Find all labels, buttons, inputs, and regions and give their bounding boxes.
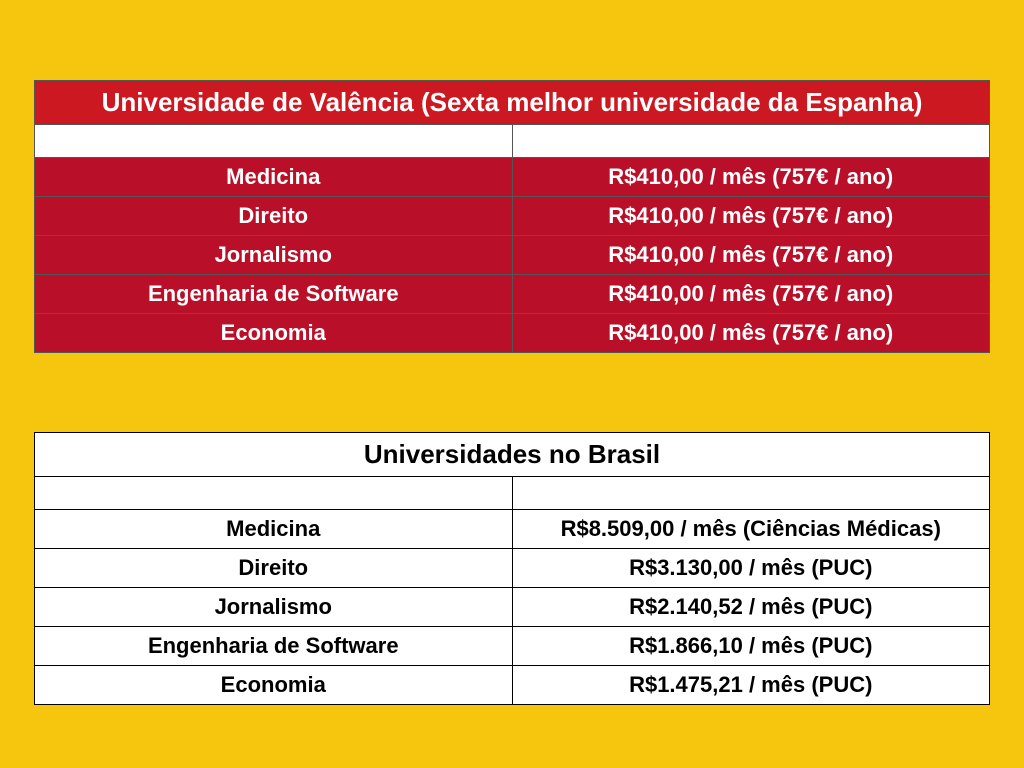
valencia-title: Universidade de Valência (Sexta melhor u…: [35, 81, 990, 125]
price-cell: R$410,00 / mês (757€ / ano): [512, 314, 990, 353]
valencia-table-wrap: Universidade de Valência (Sexta melhor u…: [34, 80, 990, 353]
table-row: Direito R$410,00 / mês (757€ / ano): [35, 197, 990, 236]
course-cell: Jornalismo: [35, 236, 513, 275]
price-cell: R$3.130,00 / mês (PUC): [512, 549, 990, 588]
valencia-table: Universidade de Valência (Sexta melhor u…: [34, 80, 990, 353]
valencia-title-row: Universidade de Valência (Sexta melhor u…: [35, 81, 990, 125]
course-cell: Economia: [35, 666, 513, 705]
table-row: Medicina R$8.509,00 / mês (Ciências Médi…: [35, 510, 990, 549]
page: Universidade de Valência (Sexta melhor u…: [0, 0, 1024, 768]
course-cell: Jornalismo: [35, 588, 513, 627]
price-cell: R$2.140,52 / mês (PUC): [512, 588, 990, 627]
course-cell: Engenharia de Software: [35, 627, 513, 666]
brasil-table-wrap: Universidades no Brasil Medicina R$8.509…: [34, 432, 990, 705]
table-row: Direito R$3.130,00 / mês (PUC): [35, 549, 990, 588]
course-cell: Direito: [35, 549, 513, 588]
table-row: Engenharia de Software R$1.866,10 / mês …: [35, 627, 990, 666]
table-row: Economia R$1.475,21 / mês (PUC): [35, 666, 990, 705]
price-cell: R$410,00 / mês (757€ / ano): [512, 197, 990, 236]
brasil-title: Universidades no Brasil: [35, 433, 990, 477]
price-cell: R$1.475,21 / mês (PUC): [512, 666, 990, 705]
price-cell: R$410,00 / mês (757€ / ano): [512, 236, 990, 275]
course-cell: Economia: [35, 314, 513, 353]
price-cell: R$8.509,00 / mês (Ciências Médicas): [512, 510, 990, 549]
price-cell: R$1.866,10 / mês (PUC): [512, 627, 990, 666]
course-cell: Engenharia de Software: [35, 275, 513, 314]
valencia-spacer-row: [35, 125, 990, 158]
price-cell: R$410,00 / mês (757€ / ano): [512, 275, 990, 314]
spacer-cell: [512, 125, 990, 158]
table-row: Jornalismo R$2.140,52 / mês (PUC): [35, 588, 990, 627]
price-cell: R$410,00 / mês (757€ / ano): [512, 158, 990, 197]
brasil-title-row: Universidades no Brasil: [35, 433, 990, 477]
course-cell: Direito: [35, 197, 513, 236]
course-cell: Medicina: [35, 510, 513, 549]
table-row: Engenharia de Software R$410,00 / mês (7…: [35, 275, 990, 314]
spacer-cell: [35, 125, 513, 158]
brasil-spacer-row: [35, 477, 990, 510]
course-cell: Medicina: [35, 158, 513, 197]
spacer-cell: [512, 477, 990, 510]
brasil-table: Universidades no Brasil Medicina R$8.509…: [34, 432, 990, 705]
table-row: Medicina R$410,00 / mês (757€ / ano): [35, 158, 990, 197]
spacer-cell: [35, 477, 513, 510]
table-row: Economia R$410,00 / mês (757€ / ano): [35, 314, 990, 353]
table-row: Jornalismo R$410,00 / mês (757€ / ano): [35, 236, 990, 275]
